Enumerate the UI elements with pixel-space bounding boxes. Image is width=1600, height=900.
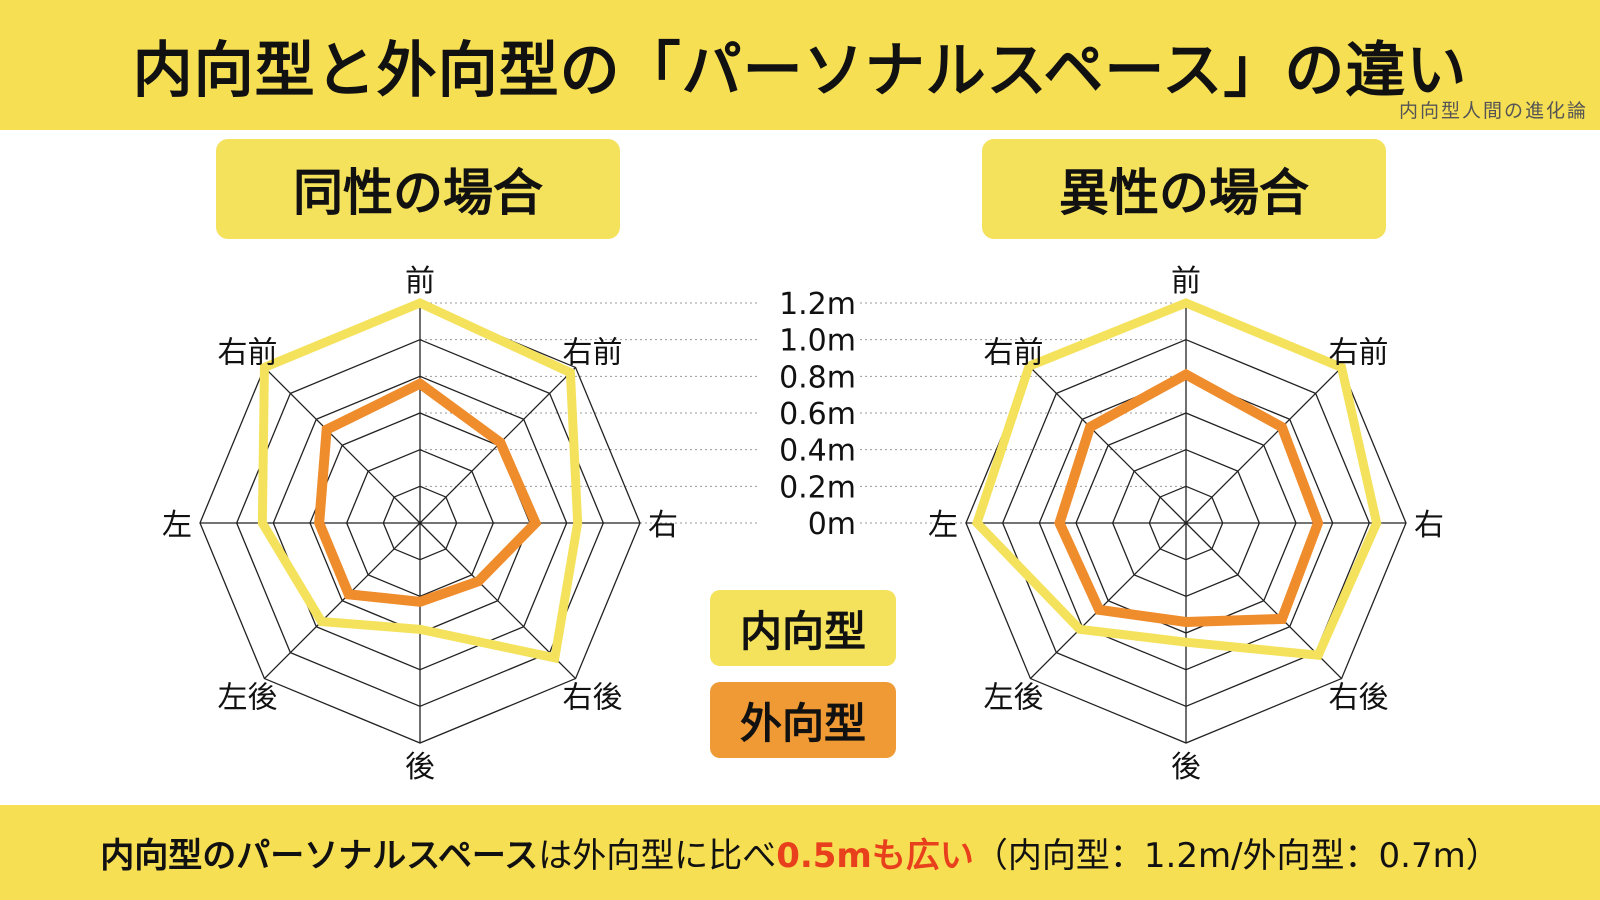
summary-highlight: 0.5mも広い [776, 836, 974, 876]
scale-label-bg [760, 283, 860, 317]
axis-label: 左後 [217, 681, 277, 716]
series-extrovert [314, 377, 542, 607]
left-chart-title: 同性の場合 [216, 139, 620, 239]
scale-axis: 0m0.2m0.4m0.6m0.8m1.0m1.2m [420, 283, 1186, 542]
grid-spoke [263, 522, 421, 680]
scale-label-bg [760, 429, 860, 464]
grid-spoke [263, 366, 421, 524]
legend-extrovert: 外向型 [710, 682, 896, 758]
summary-band: 内向型のパーソナルスペース は外向型に比べ 0.5mも広い （内向型：1.2m/… [0, 805, 1600, 900]
axis-label: 後 [1171, 750, 1201, 785]
scale-label-bg [760, 319, 860, 354]
series-introvert [971, 298, 1382, 661]
axis-label: 左後 [983, 681, 1043, 716]
scale-label: 0.8m [779, 360, 856, 395]
axis-label: 左 [928, 508, 958, 543]
page-title: 内向型と外向型の「パーソナルスペース」の違い [132, 36, 1468, 106]
scale-label: 0.2m [779, 470, 856, 505]
scale-label-bg [760, 503, 860, 537]
axis-label: 左 [162, 508, 192, 543]
axis-label: 右前 [983, 335, 1043, 370]
axis-label: 右前 [217, 335, 277, 370]
scale-label: 0.6m [779, 397, 856, 432]
axis-label: 右前 [563, 335, 623, 370]
title-band [0, 0, 1600, 130]
axis-label: 前 [405, 264, 435, 299]
axis-label: 右前 [1329, 335, 1389, 370]
scale-label-bg [760, 466, 860, 501]
axis-label: 右後 [563, 681, 623, 716]
axis-label: 右後 [1329, 681, 1389, 716]
scale-label-bg [760, 356, 860, 391]
series-introvert [257, 298, 583, 664]
grid-spoke [1029, 366, 1187, 524]
legend-introvert: 内向型 [710, 590, 896, 666]
summary-subject: 内向型のパーソナルスペース [100, 836, 539, 876]
axis-label: 右 [648, 508, 678, 543]
grid-spoke [1029, 522, 1187, 680]
scale-label-bg [760, 393, 860, 427]
scale-label: 1.0m [779, 324, 856, 359]
scale-label: 0.4m [779, 434, 856, 469]
summary-detail: （内向型：1.2m/外向型：0.7m） [973, 836, 1500, 876]
scale-label: 1.2m [779, 287, 856, 322]
axis-label: 右 [1414, 508, 1444, 543]
summary-compare: は外向型に比べ [538, 836, 777, 876]
brand-logo-text: 内向型人間の進化論 [1398, 100, 1588, 122]
axis-label: 後 [405, 750, 435, 785]
series-extrovert [1054, 368, 1324, 628]
axis-label: 前 [1171, 264, 1201, 299]
right-chart-title: 異性の場合 [982, 139, 1386, 239]
scale-label: 0m [808, 507, 856, 542]
grid-spoke [1185, 366, 1343, 524]
